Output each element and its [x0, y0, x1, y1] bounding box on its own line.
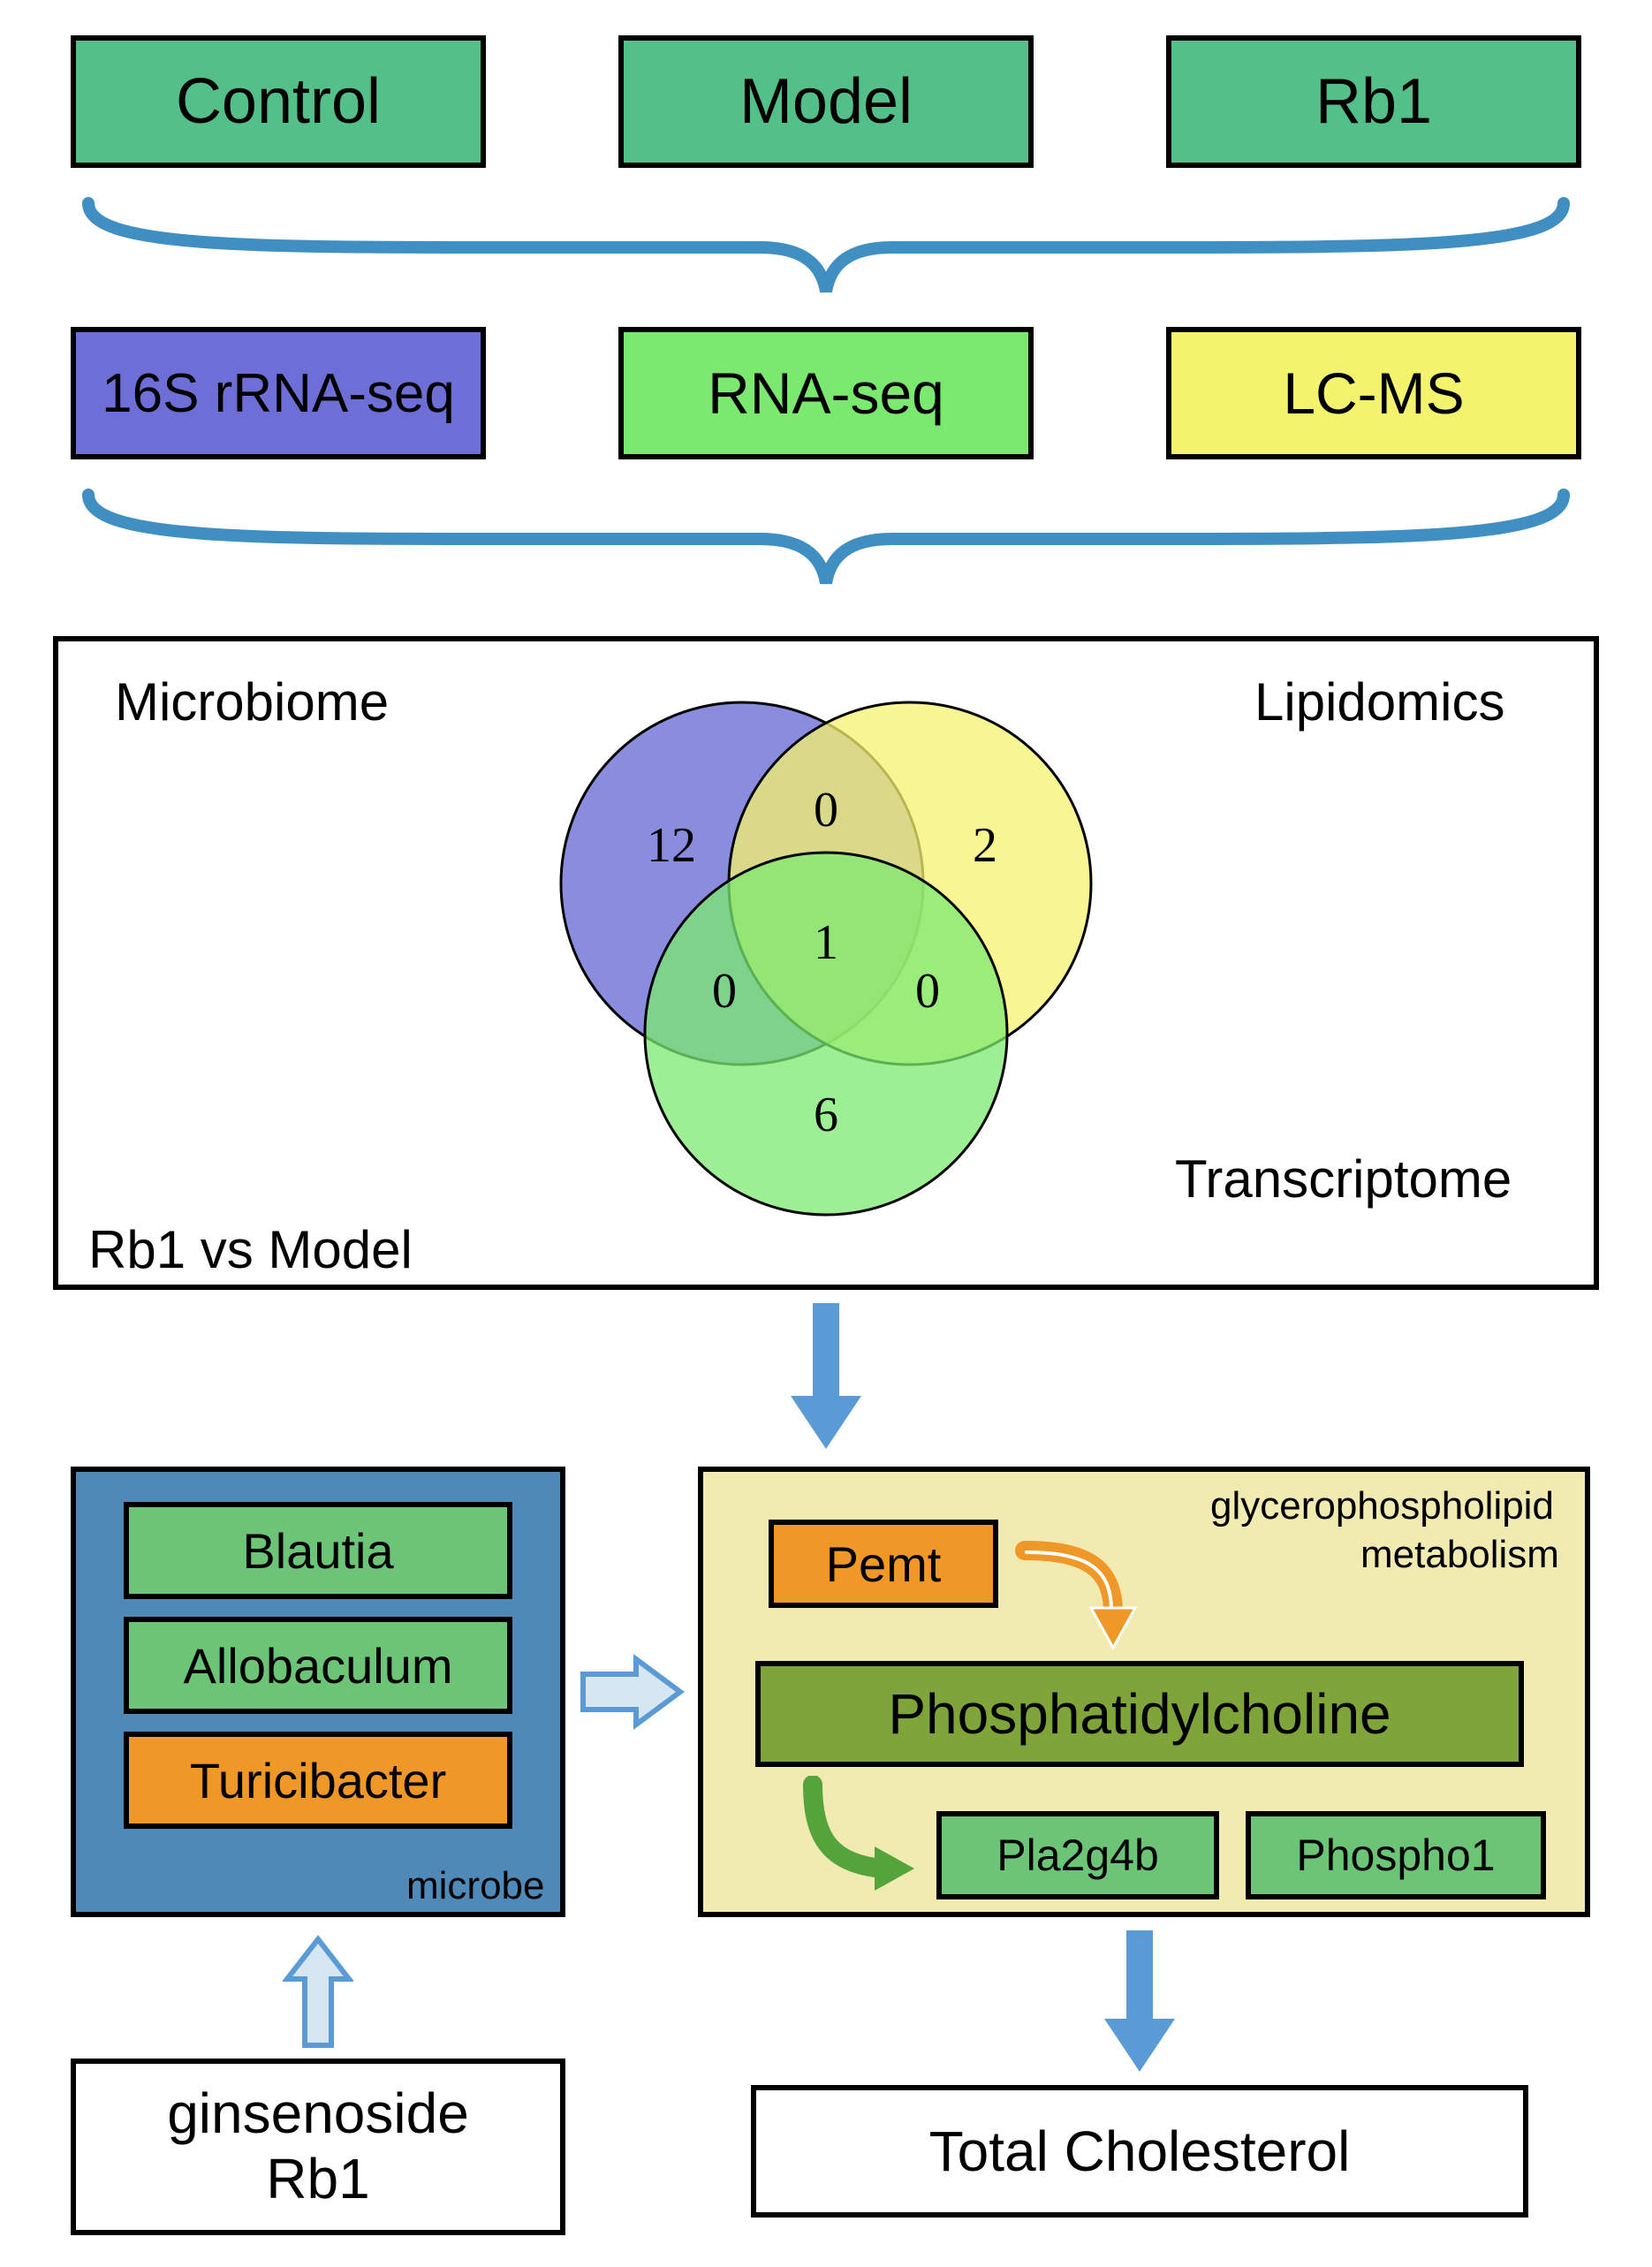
venn-count-b: 2 [973, 818, 997, 873]
arrow-right-icon [579, 1652, 685, 1732]
venn-count-ab: 0 [814, 783, 838, 838]
pc-label: Phosphatidylcholine [888, 1681, 1391, 1747]
venn-count-ac: 0 [712, 964, 737, 1019]
venn-count-abc: 1 [814, 915, 838, 970]
method-label: LC-MS [1283, 360, 1464, 427]
pemt-label: Pemt [826, 1535, 942, 1593]
microbe-item-allobaculum: Allobaculum [124, 1617, 512, 1714]
total-cholesterol-label: Total Cholesterol [929, 2119, 1351, 2184]
pemt-box: Pemt [769, 1520, 998, 1608]
venn-count-a: 12 [647, 818, 696, 873]
arrow-down-icon [1104, 1930, 1175, 2076]
pc-box: Phosphatidylcholine [755, 1661, 1524, 1767]
group-label: Model [739, 65, 913, 138]
microbe-panel-title: microbe [406, 1864, 545, 1908]
group-box-model: Model [618, 35, 1034, 168]
phospho1-box: Phospho1 [1246, 1811, 1546, 1899]
arrow-up-icon [283, 1935, 353, 2050]
microbe-item-turicibacter: Turicibacter [124, 1732, 512, 1829]
metabolism-panel-title-2: metabolism [1360, 1533, 1559, 1577]
group-label: Control [176, 65, 381, 138]
group-box-rb1: Rb1 [1166, 35, 1581, 168]
metabolism-panel-title-1: glycerophospholipid [1210, 1484, 1554, 1528]
method-box-lcms: LC-MS [1166, 327, 1581, 459]
venn-label-transcriptome: Transcriptome [1175, 1149, 1512, 1209]
method-label: 16S rRNA-seq [102, 362, 455, 425]
ginsenoside-box: ginsenoside Rb1 [71, 2058, 565, 2235]
microbe-item-label: Turicibacter [190, 1752, 446, 1809]
venn-label-lipidomics: Lipidomics [1254, 671, 1504, 732]
method-box-rnaseq: RNA-seq [618, 327, 1034, 459]
microbe-item-label: Allobaculum [183, 1637, 452, 1695]
pla2g4b-box: Pla2g4b [936, 1811, 1219, 1899]
microbe-item-label: Blautia [242, 1522, 393, 1580]
group-box-control: Control [71, 35, 486, 168]
curved-arrow-icon [1007, 1533, 1148, 1657]
venn-label-comparison: Rb1 vs Model [88, 1219, 413, 1280]
microbe-item-blautia: Blautia [124, 1502, 512, 1599]
method-box-16s: 16S rRNA-seq [71, 327, 486, 459]
group-label: Rb1 [1315, 65, 1432, 138]
venn-count-c: 6 [814, 1088, 838, 1142]
venn-diagram: 12 2 6 0 0 0 1 [495, 654, 1157, 1272]
venn-count-bc: 0 [915, 964, 940, 1019]
ginsenoside-label-1: ginsenoside [167, 2081, 469, 2147]
phospho1-label: Phospho1 [1296, 1830, 1495, 1881]
ginsenoside-label-2: Rb1 [266, 2147, 369, 2212]
brace-icon [71, 477, 1581, 601]
venn-label-microbiome: Microbiome [115, 671, 389, 732]
brace-icon [71, 186, 1581, 309]
method-label: RNA-seq [708, 360, 944, 427]
total-cholesterol-box: Total Cholesterol [751, 2085, 1528, 2218]
pla2g4b-label: Pla2g4b [997, 1830, 1159, 1881]
arrow-down-icon [791, 1303, 861, 1453]
curved-arrow-icon [777, 1776, 919, 1908]
